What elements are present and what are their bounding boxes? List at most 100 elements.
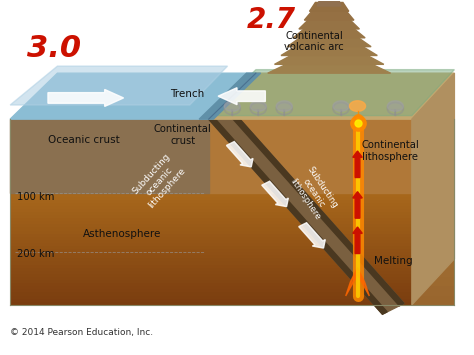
Bar xyxy=(10,144,455,147)
Bar xyxy=(10,172,455,175)
Bar xyxy=(412,129,455,138)
FancyArrow shape xyxy=(227,142,253,167)
Bar xyxy=(412,286,455,295)
Polygon shape xyxy=(318,0,341,6)
Bar xyxy=(10,243,455,246)
FancyArrow shape xyxy=(353,192,362,218)
Bar xyxy=(412,184,455,193)
Bar xyxy=(10,246,455,249)
Text: Subducting
oceanic
lithosphere: Subducting oceanic lithosphere xyxy=(131,152,187,210)
Bar xyxy=(10,268,455,271)
Bar xyxy=(10,209,455,212)
Bar xyxy=(10,252,455,255)
Bar xyxy=(10,255,455,258)
Text: Subducting
oceanic
lithosphere: Subducting oceanic lithosphere xyxy=(288,165,339,222)
Text: Continental
volcanic arc: Continental volcanic arc xyxy=(284,31,344,52)
Bar xyxy=(412,156,455,165)
Polygon shape xyxy=(226,108,404,306)
Bar xyxy=(10,283,455,286)
Bar xyxy=(10,147,455,150)
Polygon shape xyxy=(276,101,292,111)
Bar xyxy=(10,181,455,184)
Bar xyxy=(10,212,455,215)
Polygon shape xyxy=(346,268,369,296)
Bar xyxy=(10,293,455,295)
Polygon shape xyxy=(209,108,404,314)
Text: Trench: Trench xyxy=(170,89,204,99)
Bar xyxy=(412,295,455,305)
Polygon shape xyxy=(209,73,455,119)
Bar xyxy=(10,153,455,156)
Bar xyxy=(10,169,455,172)
Polygon shape xyxy=(209,70,455,116)
Bar xyxy=(10,228,455,230)
Bar xyxy=(10,193,455,197)
Bar xyxy=(10,184,455,187)
Bar xyxy=(10,178,455,181)
Bar xyxy=(10,286,455,289)
Bar xyxy=(412,221,455,230)
Bar xyxy=(10,234,455,237)
Text: Continental
crust: Continental crust xyxy=(154,124,211,146)
Bar xyxy=(412,147,455,156)
Bar xyxy=(10,159,455,163)
Text: 100 km: 100 km xyxy=(17,192,55,202)
Bar xyxy=(412,193,455,203)
Bar xyxy=(412,119,455,129)
Text: 2.7: 2.7 xyxy=(246,6,295,34)
Polygon shape xyxy=(299,20,359,29)
Bar xyxy=(412,175,455,184)
Polygon shape xyxy=(268,64,391,73)
Bar xyxy=(10,218,455,221)
Bar xyxy=(10,302,455,305)
Polygon shape xyxy=(209,117,387,314)
Bar xyxy=(10,264,455,268)
Polygon shape xyxy=(10,119,209,193)
Bar xyxy=(10,295,455,299)
Bar xyxy=(10,240,455,243)
Bar xyxy=(10,262,455,264)
Bar xyxy=(10,200,455,203)
Bar xyxy=(10,215,455,218)
Bar xyxy=(10,129,455,132)
Bar xyxy=(10,150,455,153)
Bar xyxy=(412,230,455,240)
Bar xyxy=(10,187,455,190)
Bar xyxy=(10,165,455,169)
Polygon shape xyxy=(387,101,403,111)
Bar xyxy=(10,190,455,193)
Polygon shape xyxy=(199,73,261,119)
Bar xyxy=(10,249,455,252)
Polygon shape xyxy=(293,29,365,38)
Bar xyxy=(412,138,455,147)
Bar xyxy=(10,138,455,141)
Bar xyxy=(10,230,455,234)
Bar xyxy=(10,299,455,302)
Bar xyxy=(10,122,455,125)
Polygon shape xyxy=(287,38,371,47)
Bar xyxy=(10,258,455,262)
Polygon shape xyxy=(274,55,384,64)
Polygon shape xyxy=(349,101,365,111)
Text: Asthenosphere: Asthenosphere xyxy=(83,229,162,239)
Bar xyxy=(10,141,455,144)
Text: 200 km: 200 km xyxy=(17,248,55,258)
Polygon shape xyxy=(224,101,240,111)
Bar xyxy=(10,203,455,206)
Bar xyxy=(10,135,455,138)
Bar xyxy=(10,175,455,178)
Bar xyxy=(10,206,455,209)
Text: Continental
lithosphere: Continental lithosphere xyxy=(361,140,419,162)
Text: 3.0: 3.0 xyxy=(27,34,81,63)
Polygon shape xyxy=(304,11,354,20)
FancyArrow shape xyxy=(262,181,288,207)
Bar xyxy=(412,277,455,286)
Bar xyxy=(412,212,455,221)
Bar xyxy=(10,289,455,293)
Bar xyxy=(412,203,455,212)
Polygon shape xyxy=(412,73,455,305)
Polygon shape xyxy=(250,101,266,111)
Bar xyxy=(10,274,455,277)
Bar xyxy=(10,163,455,165)
Bar xyxy=(412,240,455,249)
